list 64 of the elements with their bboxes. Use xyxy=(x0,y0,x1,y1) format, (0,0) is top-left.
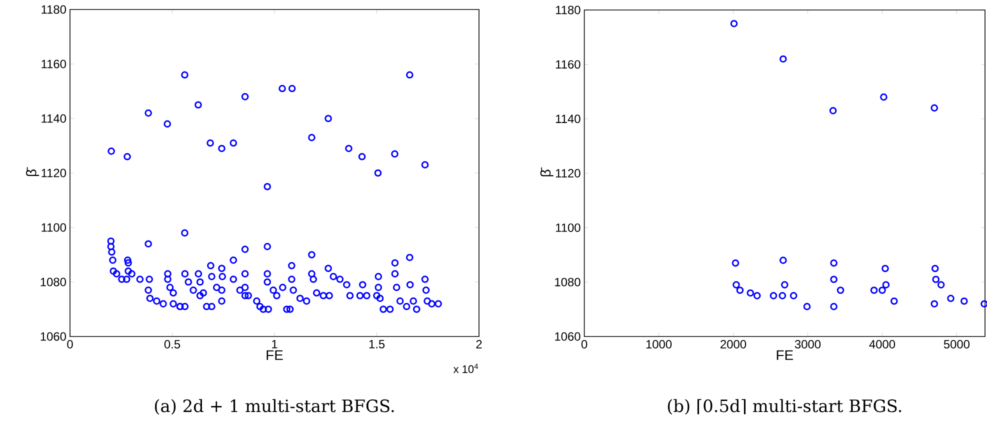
x-tick-label: 2000 xyxy=(720,340,746,348)
y-tick-label: 1100 xyxy=(42,223,66,232)
text: (b) ⌈0.5d⌉ multi-start BFGS. xyxy=(668,399,902,415)
point xyxy=(937,281,945,288)
x-tick-label: 1 xyxy=(272,340,278,348)
y-tick-label: 1140 xyxy=(556,114,580,124)
point xyxy=(980,300,987,308)
point xyxy=(930,104,938,112)
x-tick-label: 5000 xyxy=(944,340,970,348)
y-tick-label: 1060 xyxy=(555,332,580,341)
x-tick-label: 2 xyxy=(476,340,482,348)
point xyxy=(930,300,938,308)
y-tick-label: 1140 xyxy=(42,114,66,123)
point xyxy=(803,302,811,310)
x-tick-label: 0 xyxy=(67,340,73,348)
point xyxy=(890,297,898,305)
y-tick-label: 1160 xyxy=(42,60,66,68)
y-tick-label: 1180 xyxy=(42,5,66,14)
point xyxy=(746,289,754,297)
point xyxy=(732,259,740,267)
y-tick-label: 1120 xyxy=(42,168,66,178)
x-tick-label: 1000 xyxy=(646,340,672,348)
point xyxy=(882,264,889,272)
point xyxy=(960,297,968,305)
point xyxy=(882,281,890,288)
point xyxy=(947,294,954,302)
point xyxy=(778,292,786,300)
point xyxy=(736,286,744,294)
x-axis-title: FE xyxy=(266,350,283,360)
point xyxy=(790,292,798,300)
point xyxy=(780,256,787,264)
text: x 10$^{4}$ xyxy=(453,364,478,374)
point xyxy=(830,302,838,310)
y-tick-label: 1060 xyxy=(40,332,66,341)
point xyxy=(932,276,940,284)
y-tick-label: 1180 xyxy=(556,6,580,14)
y-tick-label: 1080 xyxy=(555,278,580,286)
y-tick-label: 1100 xyxy=(556,223,580,232)
y-axis-title: β̄ xyxy=(26,167,40,176)
x-tick-label: 1.5 xyxy=(369,340,385,348)
point xyxy=(770,292,778,300)
point xyxy=(780,55,787,63)
point xyxy=(753,292,761,300)
y-axis-title: β̄ xyxy=(540,167,554,176)
point xyxy=(830,259,838,267)
point xyxy=(870,286,878,294)
point xyxy=(830,276,838,284)
point xyxy=(878,286,886,294)
y-tick-label: 1080 xyxy=(40,278,66,286)
x-axis-title: FE xyxy=(776,350,793,360)
point xyxy=(781,281,788,288)
point xyxy=(730,20,738,28)
y-tick-label: 1120 xyxy=(556,169,580,178)
x-tick-label: 0.5 xyxy=(164,340,180,348)
point xyxy=(931,264,939,272)
text: (a) 2d + 1 multi-start BFGS. xyxy=(154,399,394,415)
point xyxy=(836,286,844,294)
x-tick-label: 4000 xyxy=(869,340,896,348)
point xyxy=(829,107,837,114)
x-tick-label: 3000 xyxy=(794,340,821,348)
point xyxy=(880,93,888,101)
x-tick-label: 0 xyxy=(581,340,588,348)
point xyxy=(732,281,740,288)
y-tick-label: 1160 xyxy=(556,60,580,69)
